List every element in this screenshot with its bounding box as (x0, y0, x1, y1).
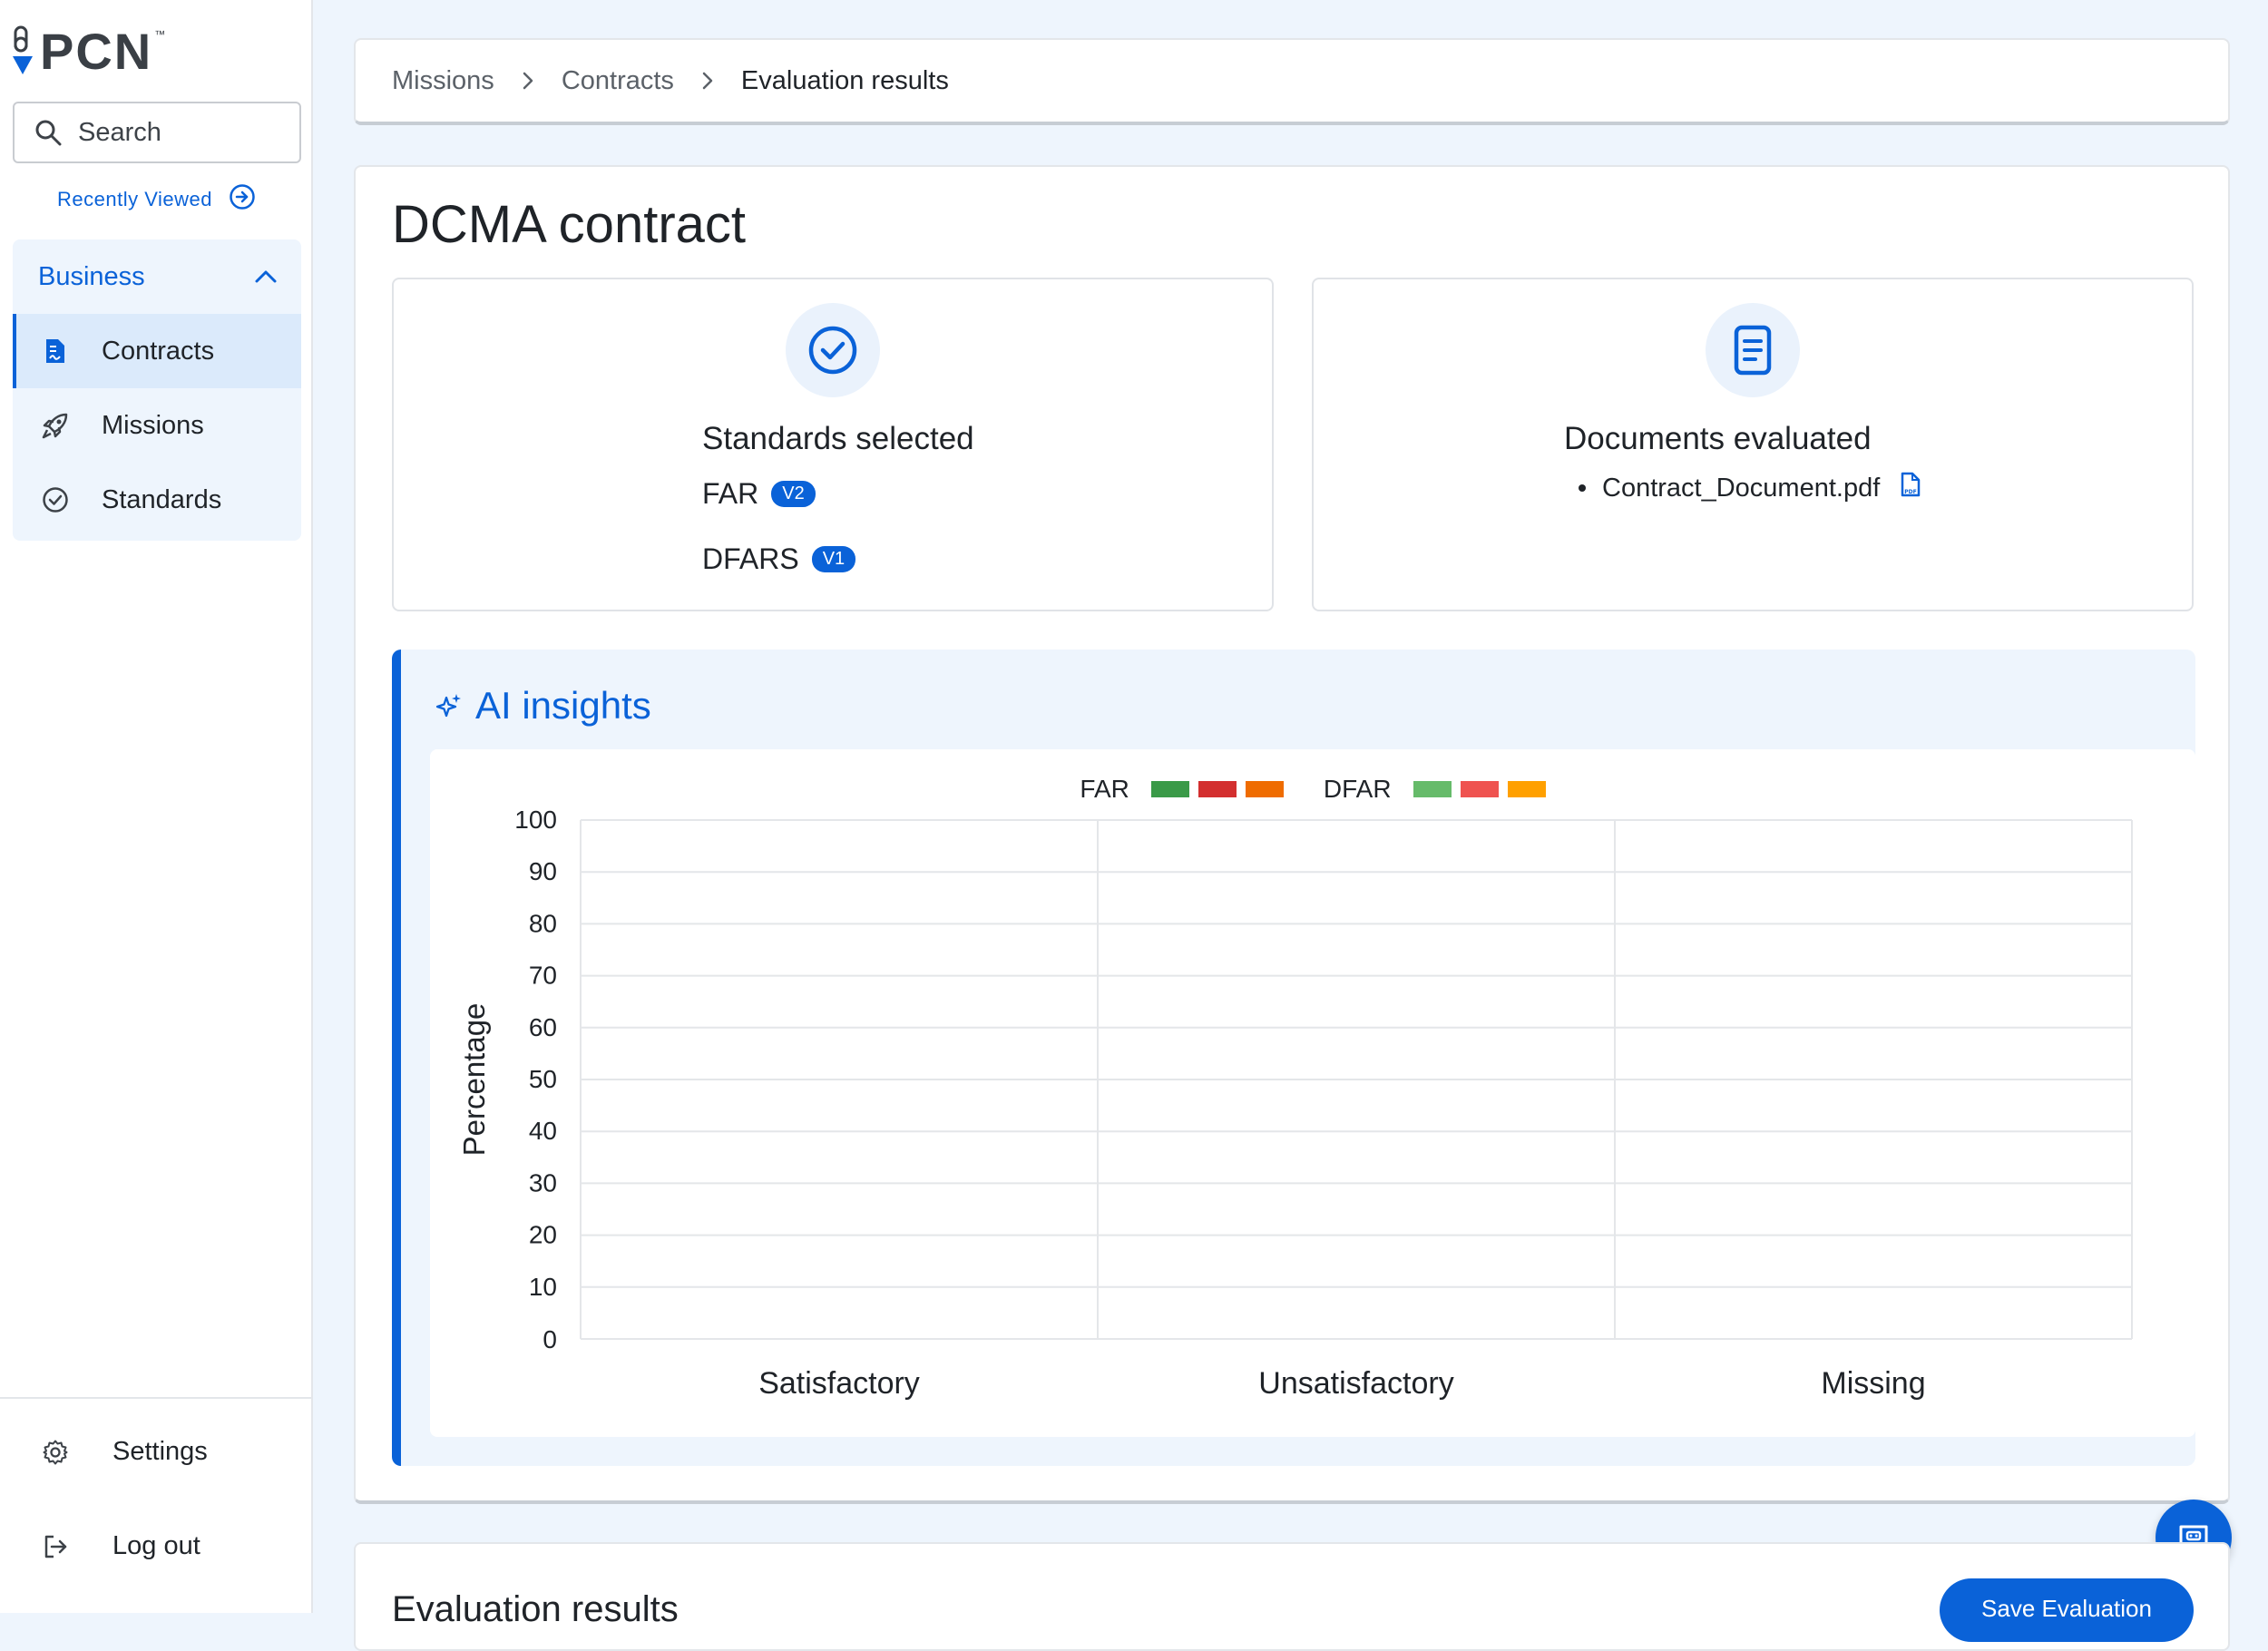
y-tick-label: 90 (529, 857, 557, 885)
y-tick-label: 70 (529, 962, 557, 990)
contract-summary-card: DCMA contract Standards selected FAR V2 … (354, 165, 2230, 1504)
y-tick-label: 40 (529, 1117, 557, 1145)
business-nav-group: Business Contracts (13, 239, 301, 541)
logout-label: Log out (112, 1531, 200, 1560)
documents-evaluated-card: Documents evaluated Contract_Document.pd… (1312, 278, 2194, 611)
pdf-file-icon[interactable]: PDF (1900, 472, 1921, 504)
y-tick-label: 80 (529, 909, 557, 937)
pcn-logo[interactable]: PCN ™ (11, 22, 166, 80)
standards-title: Standards selected (702, 421, 974, 456)
ai-insights-title: AI insights (475, 684, 651, 727)
legend-swatch (1198, 781, 1237, 797)
breadcrumb-current: Evaluation results (740, 65, 949, 95)
y-axis-label: Percentage (457, 1003, 491, 1157)
logout-link[interactable]: Log out (42, 1531, 200, 1561)
sidebar: PCN ™ Search Recently Viewed Business (0, 0, 313, 1613)
chevron-up-icon (255, 270, 277, 283)
ai-insights-heading: AI insights (435, 684, 651, 728)
check-circle-icon (786, 303, 880, 397)
logo-mark-icon (13, 25, 33, 74)
rocket-icon (42, 412, 69, 439)
breadcrumb-missions[interactable]: Missions (392, 65, 494, 95)
sidebar-item-label: Missions (102, 410, 204, 440)
save-evaluation-button[interactable]: Save Evaluation (1940, 1578, 2194, 1642)
sidebar-item-label: Contracts (102, 336, 215, 366)
standard-dfars: DFARS V1 (702, 542, 856, 576)
y-tick-label: 10 (529, 1273, 557, 1301)
logo-text: PCN (40, 22, 153, 80)
sparkle-icon (435, 694, 461, 718)
check-circle-icon (42, 486, 69, 513)
y-tick-label: 30 (529, 1168, 557, 1197)
settings-label: Settings (112, 1437, 208, 1466)
chevron-right-icon (701, 71, 714, 91)
standard-name: FAR (702, 477, 759, 510)
breadcrumb: Missions Contracts Evaluation results (354, 38, 2230, 125)
legend-label: DFAR (1323, 775, 1392, 803)
y-tick-label: 100 (514, 806, 557, 834)
evaluation-results-title: Evaluation results (392, 1589, 679, 1629)
recently-viewed-label: Recently Viewed (57, 188, 212, 210)
search-icon (35, 120, 62, 146)
legend-swatch (1507, 781, 1546, 797)
legend-group-far[interactable]: FAR (1080, 775, 1284, 804)
logo-trademark: ™ (154, 28, 166, 41)
version-badge: V2 (771, 481, 816, 507)
logout-icon (42, 1533, 69, 1560)
legend-swatch (1460, 781, 1499, 797)
evaluation-results-card: Evaluation results Save Evaluation (354, 1542, 2230, 1651)
legend-swatch (1150, 781, 1189, 797)
legend-label: FAR (1080, 775, 1129, 803)
x-category-label: Satisfactory (758, 1366, 920, 1401)
svg-text:PDF: PDF (1905, 489, 1917, 495)
x-category-label: Missing (1821, 1366, 1925, 1401)
legend-swatch (1245, 781, 1284, 797)
y-tick-label: 60 (529, 1013, 557, 1041)
version-badge: V1 (811, 546, 856, 572)
ai-insights-chart: FAR DFAR 0 10 20 30 40 50 60 70 80 90 100 Satisfact… (430, 749, 2195, 1437)
document-filename: Contract_Document.pdf (1602, 473, 1881, 503)
sidebar-item-missions[interactable]: Missions (13, 388, 301, 463)
business-group-toggle[interactable]: Business (13, 239, 301, 314)
y-tick-label: 20 (529, 1221, 557, 1249)
documents-title: Documents evaluated (1564, 421, 1872, 456)
standard-name: DFARS (702, 542, 799, 575)
legend-group-dfar[interactable]: DFAR (1324, 775, 1546, 804)
gear-icon (42, 1439, 69, 1466)
y-tick-label: 50 (529, 1065, 557, 1093)
sidebar-footer-divider (0, 1397, 313, 1399)
document-icon (1706, 303, 1800, 397)
arrow-circle-right-icon (229, 183, 256, 216)
sidebar-item-contracts[interactable]: Contracts (13, 314, 301, 388)
search-placeholder: Search (78, 117, 161, 147)
x-category-label: Unsatisfactory (1258, 1366, 1453, 1401)
bullet (1579, 484, 1586, 492)
document-list-item: Contract_Document.pdf PDF (1579, 472, 1921, 504)
search-input[interactable]: Search (13, 102, 301, 163)
settings-link[interactable]: Settings (42, 1437, 208, 1467)
breadcrumb-contracts[interactable]: Contracts (561, 65, 674, 95)
chart-plot: 0 10 20 30 40 50 60 70 80 90 100 Satisfactory Unsati… (457, 806, 2133, 1401)
chart-legend: FAR DFAR (430, 775, 2195, 804)
sidebar-item-label: Standards (102, 484, 222, 514)
standard-far: FAR V2 (702, 477, 816, 511)
recently-viewed-link[interactable]: Recently Viewed (57, 183, 256, 216)
ai-insights-panel: AI insights FAR DFAR 0 10 20 30 40 50 60 70 80 90… (392, 650, 2195, 1466)
contract-doc-icon (42, 337, 69, 365)
page-title: DCMA contract (392, 195, 746, 254)
chevron-right-icon (522, 71, 534, 91)
business-group-label: Business (38, 261, 145, 291)
y-tick-label: 0 (543, 1325, 557, 1353)
legend-swatch (1413, 781, 1452, 797)
standards-selected-card: Standards selected FAR V2 DFARS V1 (392, 278, 1274, 611)
sidebar-item-standards[interactable]: Standards (13, 463, 301, 537)
